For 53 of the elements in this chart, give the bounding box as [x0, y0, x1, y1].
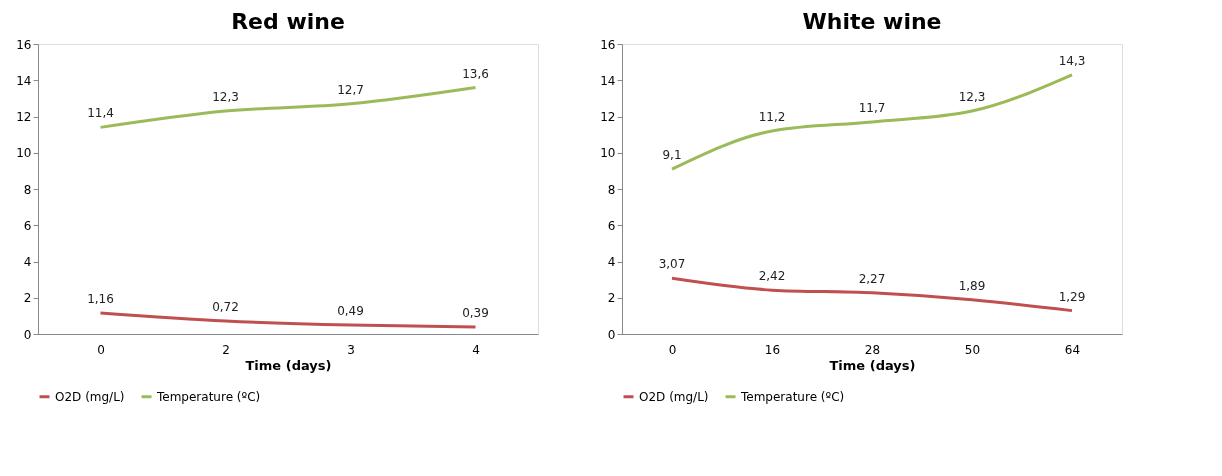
data-label: 9,1 — [662, 148, 682, 163]
y-tick-label: 0 — [607, 327, 616, 342]
x-tick-label: 4 — [472, 342, 480, 357]
data-label: 2,42 — [758, 269, 786, 284]
y-tick-label: 10 — [16, 146, 32, 161]
y-tick-label: 2 — [23, 291, 32, 306]
y-tick-label: 12 — [600, 110, 616, 124]
y-tick-label: 0 — [23, 327, 32, 342]
y-tick-label: 12 — [16, 110, 32, 124]
x-tick-label: 2 — [222, 342, 230, 357]
y-tick-label: 6 — [607, 218, 616, 233]
x-tick-label: 50 — [964, 342, 981, 357]
y-tick-label: 4 — [607, 255, 616, 269]
x-tick-label: 3 — [347, 342, 355, 357]
x-tick-label: 0 — [668, 342, 677, 357]
chart-title: Red wine — [231, 9, 345, 34]
data-label: 11,2 — [758, 110, 786, 124]
data-label: 11,7 — [858, 100, 886, 115]
data-label: 12,7 — [337, 82, 364, 97]
data-label: 1,89 — [958, 278, 986, 293]
y-tick-label: 8 — [23, 182, 32, 197]
x-axis-title: Time (days) — [829, 357, 916, 373]
data-label: 2,27 — [858, 271, 886, 286]
data-label: 14,3 — [1058, 53, 1086, 68]
y-tick-label: 8 — [607, 182, 616, 197]
x-axis-title: Time (days) — [245, 357, 332, 373]
data-label: 0,72 — [212, 299, 239, 314]
legend-label: Temperature (ºC) — [740, 389, 845, 404]
x-tick-label: 64 — [1064, 342, 1081, 357]
y-tick-label: 14 — [600, 73, 616, 88]
y-tick-label: 16 — [16, 37, 32, 52]
y-tick-label: 6 — [23, 218, 32, 233]
y-tick-label: 2 — [607, 291, 616, 306]
x-tick-label: 16 — [764, 342, 781, 357]
legend-label: Temperature (ºC) — [156, 389, 261, 404]
data-label: 11,4 — [87, 106, 114, 121]
y-tick-label: 4 — [23, 255, 32, 269]
legend-label: O2D (mg/L) — [639, 389, 709, 404]
y-tick-label: 14 — [16, 73, 32, 88]
y-tick-label: 10 — [600, 146, 616, 161]
data-label: 3,07 — [658, 257, 686, 272]
data-label: 12,3 — [212, 90, 239, 105]
data-label: 1,29 — [1058, 289, 1086, 304]
legend-label: O2D (mg/L) — [55, 389, 125, 404]
x-tick-label: 28 — [864, 342, 881, 357]
chart-title: White wine — [802, 9, 942, 34]
data-label: 13,6 — [462, 66, 489, 81]
data-label: 0,39 — [462, 305, 489, 320]
y-tick-label: 16 — [600, 37, 616, 52]
x-tick-label: 0 — [97, 342, 105, 357]
data-label: 0,49 — [337, 304, 364, 319]
data-label: 12,3 — [958, 90, 986, 105]
data-label: 1,16 — [87, 291, 114, 306]
